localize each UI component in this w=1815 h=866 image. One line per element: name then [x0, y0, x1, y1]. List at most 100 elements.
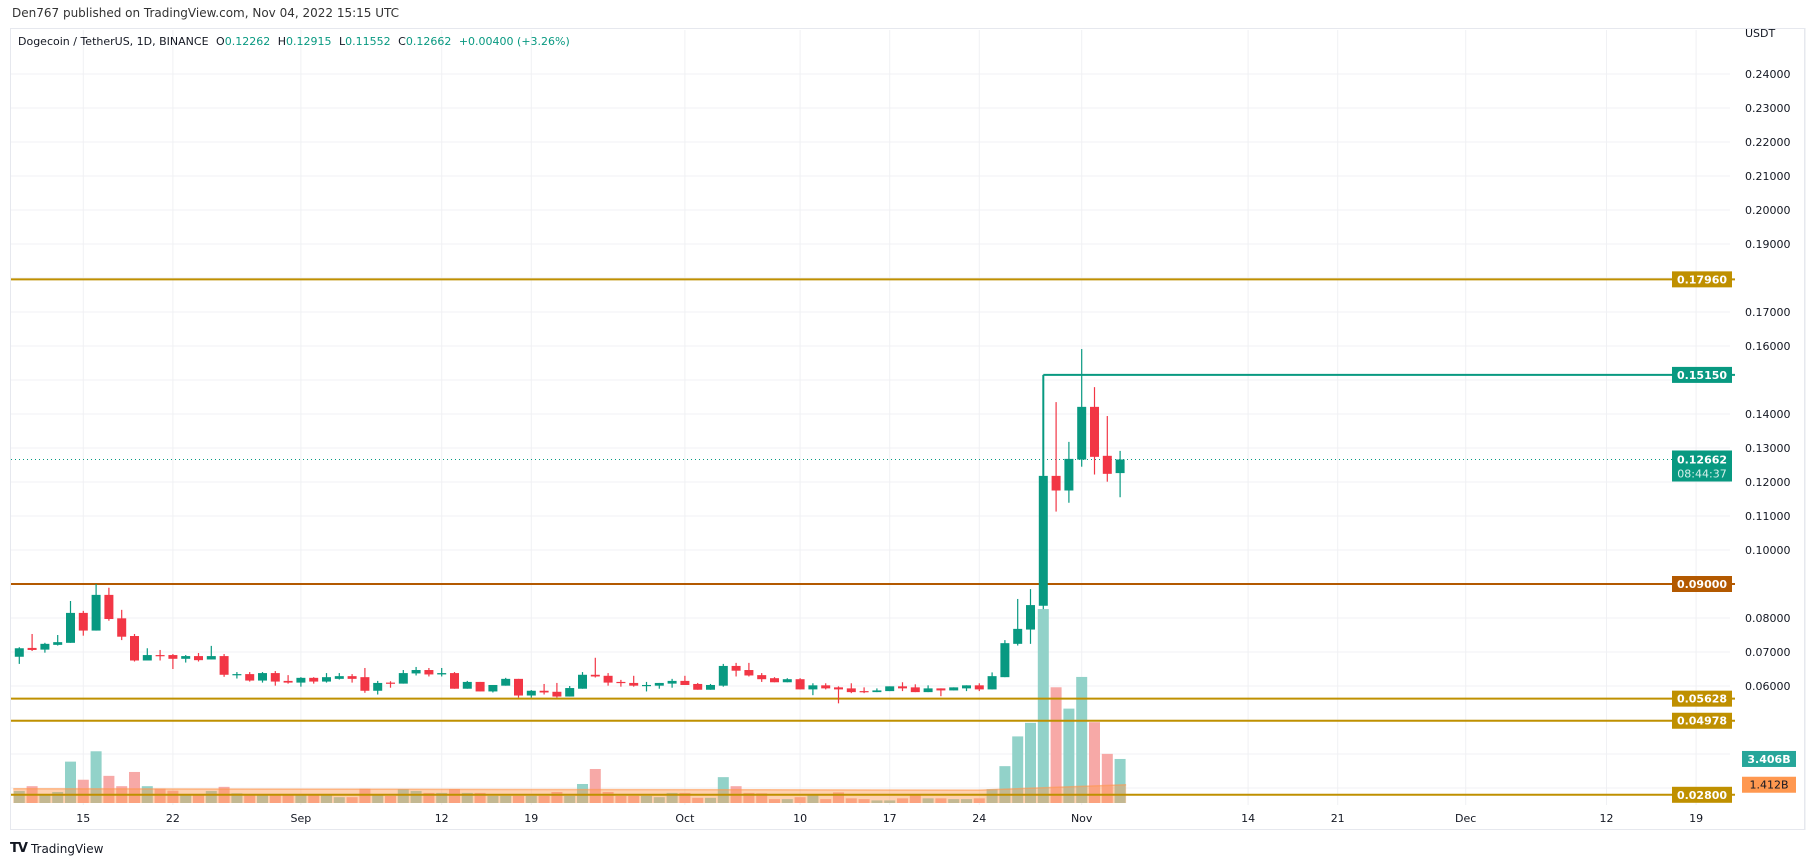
volume-bar	[513, 795, 524, 803]
candle-body	[795, 679, 805, 690]
time-tick-label: 12	[1600, 812, 1614, 825]
volume-bar	[653, 797, 665, 803]
candle-body	[846, 688, 856, 693]
volume-bar	[922, 798, 934, 803]
volume-bar	[666, 792, 678, 803]
candle-body	[706, 684, 715, 690]
candle-body	[578, 674, 587, 689]
volume-bar	[692, 797, 704, 803]
volume-bar	[461, 792, 473, 803]
candle-body	[475, 681, 485, 692]
volume-bar	[1050, 687, 1062, 803]
price-tick-label: 0.11000	[1745, 510, 1791, 523]
candle-body	[283, 680, 293, 683]
volume-bar	[346, 797, 358, 803]
time-tick-label: 24	[972, 812, 986, 825]
volume-bar	[257, 795, 268, 803]
volume-bar	[858, 799, 870, 803]
candle-body	[117, 618, 127, 637]
volume-bar	[641, 795, 652, 803]
price-tick-label: 0.10000	[1745, 544, 1791, 557]
candle-body	[590, 674, 600, 677]
volume-bar	[538, 795, 550, 803]
candle-body	[514, 678, 523, 696]
candle-body	[1077, 406, 1087, 460]
volume-bar	[1025, 722, 1036, 803]
price-tick-label: 0.12000	[1745, 476, 1791, 489]
symbol-name: Dogecoin / TetherUS, 1D, BINANCE	[18, 35, 209, 48]
volume-bar	[909, 795, 921, 803]
candle-body	[27, 647, 37, 650]
candle-body	[629, 682, 639, 686]
candle-body	[808, 685, 818, 690]
high-value: 0.12915	[286, 35, 332, 48]
level-price-label-bg	[1672, 712, 1732, 729]
symbol-legend: Dogecoin / TetherUS, 1D, BINANCE O0.1226…	[18, 35, 574, 48]
candle-body	[334, 676, 344, 679]
candle-body	[322, 677, 331, 682]
level-price-label-bg	[1672, 690, 1732, 707]
volume-bar	[282, 795, 294, 803]
volume-bar	[794, 797, 806, 803]
open-label: O	[216, 35, 225, 48]
volume-bar	[589, 768, 601, 803]
volume-bar	[986, 789, 998, 803]
volume-bar	[39, 795, 51, 803]
volume-bars	[13, 609, 1126, 803]
volume-bar	[743, 792, 755, 803]
candle-body	[974, 685, 984, 690]
time-axis: 15 22 Sep 12 19 Oct 10 17 24 Nov 14 21 Dec 12 19	[76, 812, 1703, 825]
candle-body	[450, 673, 459, 689]
volume-bar	[205, 790, 217, 803]
candle-body	[1013, 628, 1023, 644]
candle-body	[1064, 458, 1074, 491]
volume-label: 3.406B	[1747, 753, 1790, 766]
volume-bar	[52, 792, 64, 803]
candle-body	[1051, 475, 1061, 491]
candle-body	[424, 670, 434, 675]
volume-bar	[781, 799, 793, 803]
volume-bar	[820, 799, 832, 803]
low-label: L	[339, 35, 346, 48]
volume-bar	[1063, 708, 1075, 803]
price-tick-label: 0.16000	[1745, 340, 1791, 353]
volume-bar	[321, 795, 332, 803]
candles	[14, 349, 1125, 704]
candle-body	[258, 673, 267, 681]
candle-body	[859, 691, 869, 693]
volume-bar	[1012, 736, 1024, 803]
level-price-label: 0.17960	[1677, 273, 1727, 286]
candle-body	[194, 656, 203, 661]
candle-body	[654, 682, 664, 686]
close-value: 0.12662	[405, 35, 452, 48]
price-tick-label: 0.06000	[1745, 680, 1791, 693]
candle-body	[693, 683, 703, 690]
volume-bar	[525, 795, 537, 803]
time-tick-label: Sep	[291, 812, 312, 825]
candle-body	[270, 673, 280, 682]
price-tick-label: 0.22000	[1745, 136, 1791, 149]
time-tick-label: 21	[1331, 812, 1345, 825]
candle-body	[1026, 605, 1035, 630]
volume-bar	[77, 779, 89, 803]
volume-bar	[1037, 609, 1049, 803]
last-price-label-bg	[1672, 450, 1732, 482]
volume-bar	[13, 790, 25, 803]
volume-bar	[1101, 753, 1113, 803]
volume-bar	[871, 800, 883, 803]
level-price-label: 0.05628	[1677, 693, 1727, 706]
volume-ma-label-bg	[1742, 776, 1796, 793]
candle-body	[219, 656, 229, 675]
volume-bar	[564, 795, 576, 803]
candle-body	[181, 656, 191, 659]
volume-bar	[1114, 758, 1126, 803]
time-tick-label: Nov	[1071, 812, 1093, 825]
candle-body	[526, 690, 536, 696]
open-value: 0.12262	[224, 35, 271, 48]
volume-bar	[999, 766, 1011, 803]
volume-bar	[756, 793, 768, 803]
level-price-label-bg	[1672, 576, 1732, 592]
volume-bar	[577, 783, 588, 803]
price-tick-label: 0.14000	[1745, 408, 1791, 421]
